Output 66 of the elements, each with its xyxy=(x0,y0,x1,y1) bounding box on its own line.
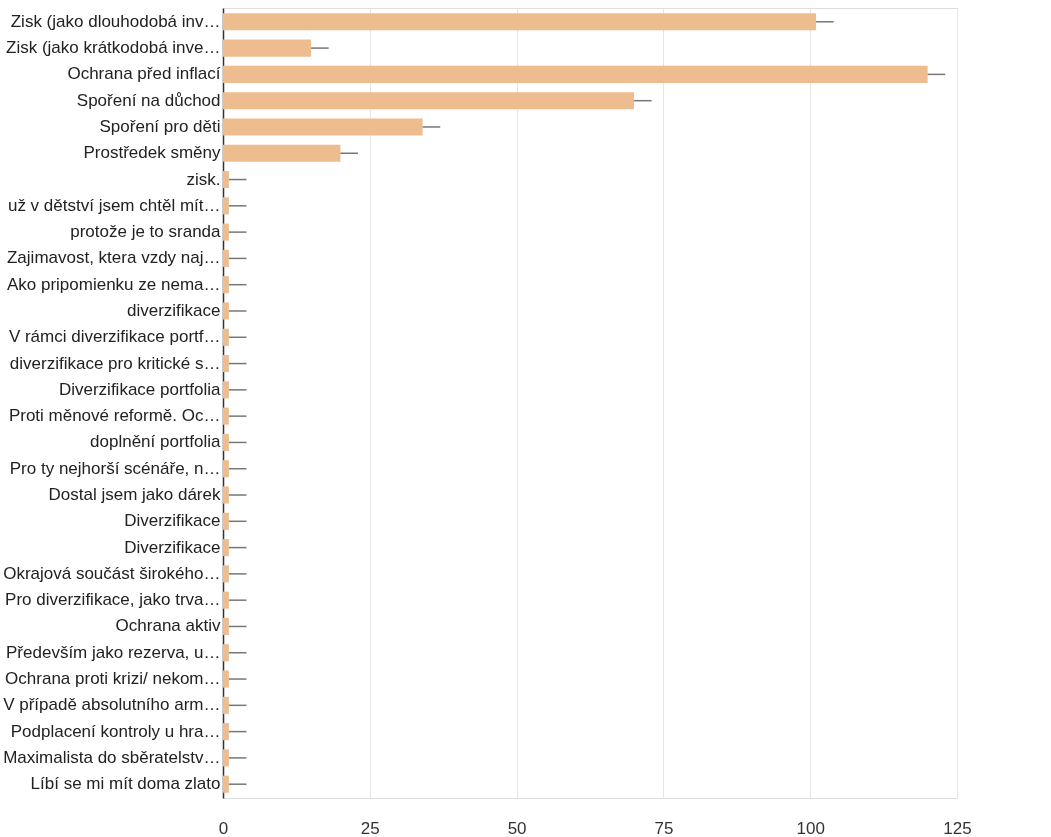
bar xyxy=(223,249,229,267)
bar xyxy=(223,617,229,635)
bar xyxy=(223,118,423,136)
y-tick-label: Zisk (jako dlouhodobá inv… xyxy=(10,11,221,31)
bar xyxy=(223,13,817,31)
bar xyxy=(223,276,229,294)
bar xyxy=(223,775,229,793)
y-tick-label: V rámci diverzifikace portf… xyxy=(8,327,221,347)
bar xyxy=(223,144,341,162)
y-tick-label: Zajimavost, ktera vzdy naj… xyxy=(6,248,221,268)
bar xyxy=(223,512,229,530)
y-tick-label: Ochrana před inflací xyxy=(67,64,221,84)
bar xyxy=(223,197,229,215)
y-tick-label: Proti měnové reformě. Oc… xyxy=(8,406,221,426)
y-tick-label: Pro ty nejhorší scénáře, n… xyxy=(9,458,221,478)
y-tick-label: už v dětství jsem chtěl mít… xyxy=(7,195,221,215)
y-tick-label: diverzifikace xyxy=(126,300,221,320)
bar xyxy=(223,486,229,504)
y-tick-label: Zisk (jako krátkodobá inve… xyxy=(6,38,221,58)
y-tick-label: Prostředek směny xyxy=(83,143,221,163)
bar xyxy=(223,749,229,767)
y-tick-label: Diverzifikace xyxy=(124,537,221,557)
x-tick-label: 0 xyxy=(218,818,229,837)
y-tick-label: Maximalista do sběratelstv… xyxy=(3,747,221,767)
y-tick-label: protože je to sranda xyxy=(70,222,222,242)
y-tick-label: Ochrana proti krizi/ nekom… xyxy=(5,669,221,689)
y-tick-label: Dostal jsem jako dárek xyxy=(48,485,221,505)
bar xyxy=(223,591,229,609)
bar xyxy=(223,171,229,189)
y-tick-label: Pro diverzifikace, jako trva… xyxy=(5,590,221,610)
y-tick-label: Diverzifikace portfolia xyxy=(58,379,222,399)
y-tick-label: V případě absolutního arm… xyxy=(3,695,221,715)
bar xyxy=(223,65,928,83)
bar xyxy=(223,302,229,320)
y-tick-label: diverzifikace pro kritické s… xyxy=(9,353,221,373)
x-tick-label: 100 xyxy=(796,818,825,837)
bar xyxy=(223,433,229,451)
y-tick-label: Ako pripomienku ze nema… xyxy=(6,274,221,294)
bar xyxy=(223,381,229,399)
bar xyxy=(223,670,229,688)
bar xyxy=(223,328,229,346)
bar xyxy=(223,92,635,110)
y-tick-label: doplnění portfolia xyxy=(90,432,222,452)
y-tick-label: Diverzifikace xyxy=(124,511,221,531)
bar xyxy=(223,644,229,662)
bar xyxy=(223,539,229,557)
bar xyxy=(223,460,229,478)
bar xyxy=(223,223,229,241)
x-tick-label: 25 xyxy=(360,818,380,837)
bar xyxy=(223,723,229,741)
x-tick-label: 125 xyxy=(943,818,972,837)
bar xyxy=(223,39,312,57)
bar xyxy=(223,696,229,714)
y-tick-label: Líbí se mi mít doma zlato xyxy=(30,774,221,794)
y-tick-label: Okrajová součást širokého… xyxy=(3,563,221,583)
y-tick-label: Spoření pro děti xyxy=(99,116,221,136)
y-tick-label: Podplacení kontroly u hra… xyxy=(10,721,221,741)
y-tick-label: zisk. xyxy=(186,169,221,189)
y-tick-label: Především jako rezerva, u… xyxy=(6,642,221,662)
y-tick-label: Spoření na důchod xyxy=(76,90,221,110)
y-tick-label: Ochrana aktiv xyxy=(115,616,221,636)
bar xyxy=(223,565,229,583)
x-tick-label: 50 xyxy=(507,818,527,837)
x-tick-label: 75 xyxy=(654,818,674,837)
bar xyxy=(223,407,229,425)
bar xyxy=(223,355,229,373)
